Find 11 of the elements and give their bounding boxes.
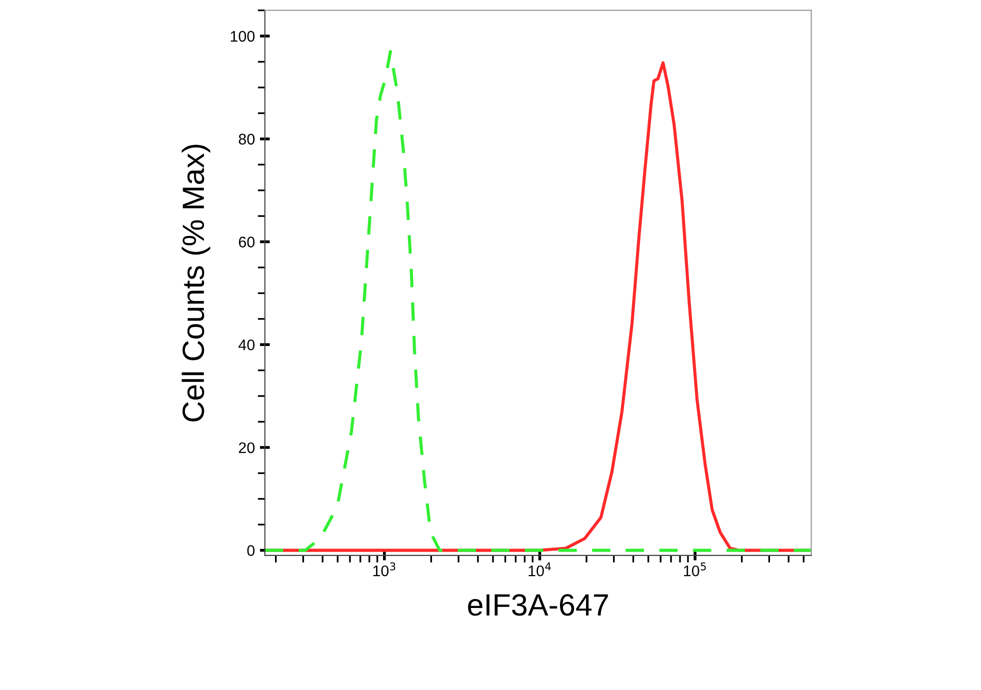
y-tick-label: 100 [230,30,255,42]
x-tick-label: 10$^{3}$ [373,562,396,576]
y-tick-label: 60 [238,236,255,248]
x-tick-label: 10$^{4}$ [528,562,551,576]
y-tick-label: 40 [238,339,255,350]
y-tick-label: 80 [238,134,255,145]
x-axis-title: eIF3A-647 [468,594,608,616]
y-tick-label: 0 [247,545,255,556]
y-tick-label: 20 [238,442,255,454]
x-tick-label: 10$^{5}$ [684,562,706,576]
y-axis-title: Cell Counts (% Max) [182,144,210,422]
